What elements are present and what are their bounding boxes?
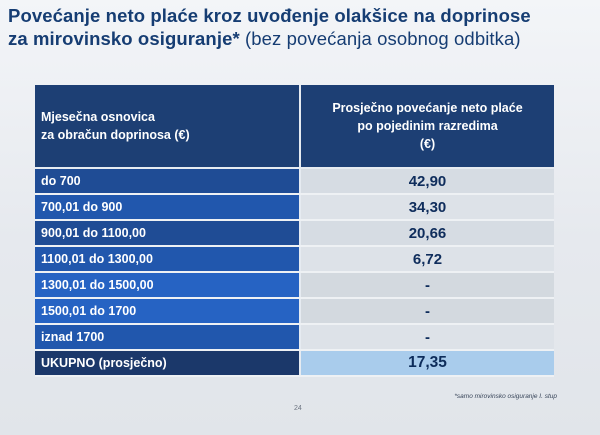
table-header-row: Mjesečna osnovica za obračun doprinosa (… [35,85,554,169]
title-line-1: Povećanje neto plaće kroz uvođenje olakš… [8,5,531,26]
range-label: 1500,01 do 1700 [35,298,301,325]
total-row: UKUPNO (prosječno) 17,35 [35,350,554,377]
header-contribution-base: Mjesečna osnovica za obračun doprinosa (… [35,85,301,169]
increase-value: 42,90 [300,168,554,195]
contribution-table: Mjesečna osnovica za obračun doprinosa (… [35,85,554,377]
table-row: 1300,01 do 1500,00 - [35,272,554,299]
total-value: 17,35 [300,350,554,377]
range-label: 700,01 do 900 [35,194,301,221]
table-row: 700,01 do 900 34,30 [35,194,554,221]
table-row: iznad 1700 - [35,324,554,351]
range-label: 1300,01 do 1500,00 [35,272,301,299]
range-label: 900,01 do 1100,00 [35,220,301,247]
title-line-2: za mirovinsko osiguranje* (bez povećanja… [8,27,594,50]
increase-value: - [300,298,554,325]
table-row: 1500,01 do 1700 - [35,298,554,325]
title-line-2-bold: za mirovinsko osiguranje* [8,28,240,49]
range-label: do 700 [35,168,301,195]
slide-title: Povećanje neto plaće kroz uvođenje olakš… [8,4,594,50]
range-label: 1100,01 do 1300,00 [35,246,301,273]
increase-value: 6,72 [300,246,554,273]
net-pay-increase-table: Mjesečna osnovica za obračun doprinosa (… [35,85,554,377]
footnote: *samo mirovinsko osiguranje I. stup [454,393,557,400]
table-row: 1100,01 do 1300,00 6,72 [35,246,554,273]
increase-value: 20,66 [300,220,554,247]
table-row: 900,01 do 1100,00 20,66 [35,220,554,247]
increase-value: - [300,324,554,351]
total-label: UKUPNO (prosječno) [35,350,301,377]
title-line-2-rest: (bez povećanja osobnog odbitka) [239,28,521,49]
increase-value: - [300,272,554,299]
range-label: iznad 1700 [35,324,301,351]
page-number: 24 [294,405,302,412]
table-row: do 700 42,90 [35,168,554,195]
header-average-increase: Prosječno povećanje neto plaće po pojedi… [300,85,554,169]
increase-value: 34,30 [300,194,554,221]
